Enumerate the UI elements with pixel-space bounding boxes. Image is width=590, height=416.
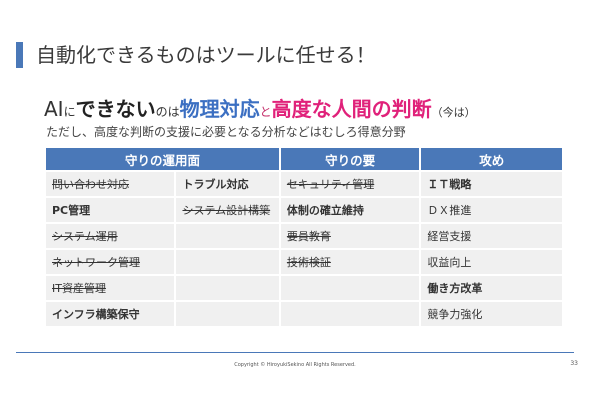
page-number: 33 — [570, 360, 578, 367]
table-cell: セキュリティ管理 — [280, 172, 420, 196]
header-defense-ops: 守りの運用面 — [46, 148, 279, 170]
table-cell: ＤＸ推進 — [421, 198, 562, 222]
slide-title: 自動化できるものはツールに任せる！ — [36, 43, 376, 67]
table-row: システム運用 要員教育 経営支援 — [46, 224, 562, 248]
table-cell: 経営支援 — [421, 224, 562, 248]
table-header-row: 守りの運用面 守りの要 攻め — [46, 148, 562, 170]
table-cell: インフラ構築保守 — [46, 302, 175, 326]
subtitle: ただし、高度な判断の支援に必要となる分析などはむしろ得意分野 — [46, 125, 406, 139]
table-cell — [176, 224, 279, 248]
table-row: ネットワーク管理 技術検証 収益向上 — [46, 250, 562, 274]
table-cell: 体制の確立維持 — [280, 198, 420, 222]
table-cell — [176, 302, 279, 326]
table-cell — [280, 302, 420, 326]
table-cell: トラブル対応 — [176, 172, 279, 196]
table-row: IT資産管理 働き方改革 — [46, 276, 562, 300]
table-cell: 働き方改革 — [421, 276, 562, 300]
title-accent-bar — [16, 42, 23, 68]
table-cell: 収益向上 — [421, 250, 562, 274]
copyright: Copyright © HiroyukiSekino All Rights Re… — [234, 362, 356, 368]
table-row: インフラ構築保守 競争力強化 — [46, 302, 562, 326]
table-cell: IT資産管理 — [46, 276, 175, 300]
headline-noha: のは — [155, 105, 180, 119]
table-cell: 競争力強化 — [421, 302, 562, 326]
headline-now: （今は） — [431, 106, 476, 119]
table-cell: ネットワーク管理 — [46, 250, 175, 274]
header-offense: 攻め — [421, 148, 562, 170]
headline-dekinai: できない — [75, 97, 156, 121]
headline-high-judgment: 高度な人間の判断 — [271, 97, 432, 121]
headline-ai: AI — [44, 97, 64, 121]
table-cell: 技術検証 — [280, 250, 420, 274]
headline-physical: 物理対応 — [179, 97, 260, 121]
table-row: PC管理 システム設計構築 体制の確立維持 ＤＸ推進 — [46, 198, 562, 222]
table-cell: 要員教育 — [280, 224, 420, 248]
footer-divider — [16, 352, 574, 353]
table-cell: PC管理 — [46, 198, 175, 222]
responsibility-table: 守りの運用面 守りの要 攻め 問い合わせ対応 トラブル対応 セキュリティ管理 Ｉ… — [44, 146, 564, 328]
table-row: 問い合わせ対応 トラブル対応 セキュリティ管理 ＩＴ戦略 — [46, 172, 562, 196]
headline-ni: に — [63, 105, 76, 119]
table-cell — [280, 276, 420, 300]
table-cell — [176, 276, 279, 300]
table-cell — [176, 250, 279, 274]
table-cell: システム運用 — [46, 224, 175, 248]
table-cell: システム設計構築 — [176, 198, 279, 222]
headline: AIにできないのは物理対応と高度な人間の判断（今は） — [44, 96, 476, 126]
table-cell: 問い合わせ対応 — [46, 172, 175, 196]
table-cell: ＩＴ戦略 — [421, 172, 562, 196]
headline-to: と — [259, 105, 272, 119]
header-defense-core: 守りの要 — [280, 148, 420, 170]
